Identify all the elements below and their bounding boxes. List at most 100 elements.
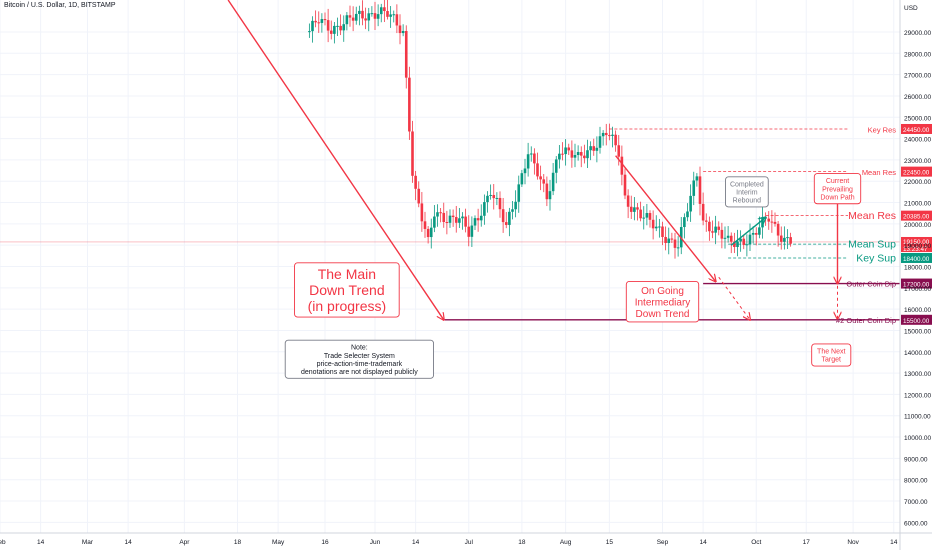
candle-body — [408, 77, 411, 132]
annotation-text: Trade Selecter System — [324, 353, 395, 360]
x-tick-label: May — [272, 539, 285, 546]
candle-body — [323, 19, 327, 21]
candle-body — [486, 195, 489, 203]
level-name-label: Outer Coin Dip — [846, 280, 896, 289]
candle-body — [548, 191, 552, 200]
candle-body — [739, 238, 742, 242]
candle-body — [529, 153, 533, 155]
candle-body — [592, 146, 596, 151]
y-tick-label: 7000.00 — [904, 499, 928, 506]
candle-body — [520, 173, 524, 185]
candle-body — [508, 211, 511, 225]
candle-body — [683, 217, 686, 228]
y-tick-label: 23000.00 — [904, 158, 931, 165]
annotation-text: On Going — [641, 286, 684, 297]
candle-body — [523, 168, 527, 174]
candle-body — [626, 195, 630, 207]
candle-body — [458, 218, 461, 223]
candle-body — [398, 25, 402, 34]
y-tick-label: 12000.00 — [904, 392, 931, 399]
candle-body — [776, 223, 780, 236]
candle-body — [483, 202, 486, 216]
candle-body — [429, 227, 433, 238]
candle-body — [358, 10, 361, 14]
candle-body — [445, 221, 449, 223]
candle-body — [448, 215, 452, 223]
x-tick-label: 18 — [518, 539, 526, 546]
level-name-label: Key Res — [868, 125, 897, 134]
annotation-text: Completed — [730, 181, 764, 188]
candle-body — [689, 195, 692, 212]
level-price-box — [901, 314, 932, 325]
annotation-text: Current — [826, 178, 849, 185]
candle-body — [583, 155, 586, 159]
candle-body — [342, 24, 346, 31]
candle-body — [333, 25, 336, 34]
y-tick-label: 18000.00 — [904, 265, 931, 272]
candle-body — [433, 216, 436, 228]
x-tick-label: 14 — [125, 539, 133, 546]
candle-body — [336, 25, 339, 27]
candle-body — [611, 134, 614, 136]
candle-body — [773, 221, 777, 224]
trend-line — [615, 155, 716, 282]
candle-body — [417, 188, 421, 204]
candle-body — [636, 207, 639, 210]
candle-body — [364, 18, 367, 21]
candle-body — [645, 213, 649, 218]
annotation-text: Interim — [736, 189, 758, 196]
level-price-box — [901, 252, 932, 263]
candle-body — [786, 237, 789, 239]
candle-body — [401, 30, 405, 34]
annotation-text: Rebound — [733, 198, 762, 205]
candle-body — [723, 237, 727, 239]
x-tick-label: Mar — [82, 539, 94, 546]
level-name-label: Mean Sup — [848, 239, 896, 251]
annotation-text: Down Path — [820, 194, 854, 201]
x-tick-label: Jun — [370, 539, 381, 546]
x-tick-label: Apr — [179, 539, 190, 546]
candle-body — [489, 194, 492, 196]
candle-body — [386, 11, 389, 17]
annotation-box — [813, 173, 862, 205]
candle-body — [779, 235, 783, 242]
candle-body — [589, 146, 592, 151]
candle-body — [639, 209, 642, 219]
x-tick-label: Jul — [465, 539, 474, 546]
candle-body — [426, 228, 430, 238]
level-price-label: 24450.00 — [903, 127, 930, 134]
annotation-text: The Next — [817, 349, 845, 356]
annotation-box — [725, 176, 769, 208]
y-tick-label: 19000.00 — [904, 243, 931, 250]
level-price-box — [901, 166, 932, 177]
candle-body — [558, 153, 561, 160]
level-name-label: #2 Outer Coin Dip — [836, 316, 896, 325]
annotation-text: Down Trend — [309, 282, 384, 298]
candle-body — [667, 238, 671, 244]
annotation-text: Intermediary — [635, 297, 691, 308]
candle-body — [379, 7, 383, 15]
y-tick-label: 11000.00 — [904, 414, 931, 421]
candle-body — [354, 13, 358, 21]
y-axis-unit: USD — [904, 5, 918, 12]
x-tick-label: 16 — [321, 539, 329, 546]
level-price-label: 22450.00 — [903, 170, 930, 177]
candle-body — [654, 226, 658, 229]
y-tick-label: 21000.00 — [904, 201, 931, 208]
annotation-text: Prevailing — [822, 186, 853, 193]
y-tick-label: 17000.00 — [904, 286, 931, 293]
candle-body — [533, 153, 536, 164]
candle-body — [661, 226, 664, 237]
candle-body — [758, 227, 761, 235]
candle-body — [658, 226, 661, 228]
candle-body — [595, 147, 599, 151]
candle-body — [579, 152, 583, 156]
level-price-label: 20385.00 — [903, 214, 930, 221]
candle-body — [414, 175, 417, 189]
candle-body — [329, 30, 333, 34]
candle-body — [726, 235, 730, 238]
candle-body — [467, 226, 471, 237]
current-price-label: 19150.00 — [903, 239, 930, 246]
x-tick-label: 14 — [890, 539, 898, 546]
